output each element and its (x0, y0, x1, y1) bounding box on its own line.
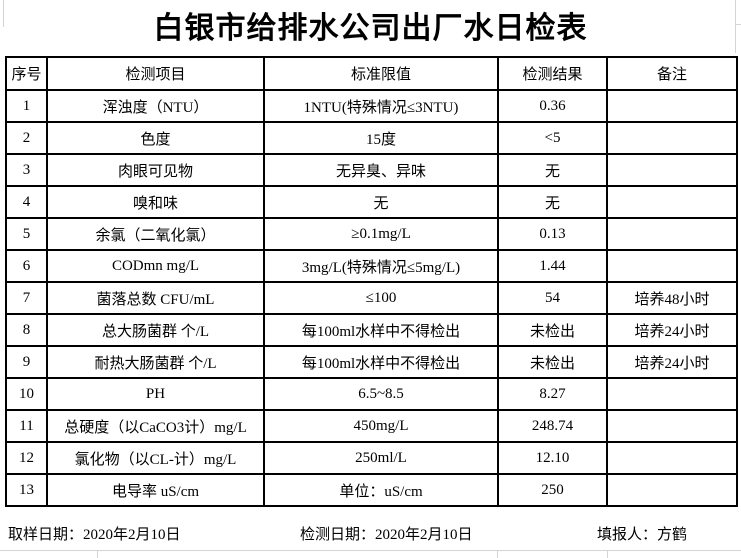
header-note: 备注 (606, 56, 738, 91)
cell-limit: 无 (263, 185, 499, 219)
cell-note: 培养24小时 (606, 313, 738, 347)
cell-limit: ≥0.1mg/L (263, 217, 499, 251)
cell-seq: 8 (5, 313, 48, 347)
gridline-artifact (497, 551, 498, 558)
page-title: 白银市给排水公司出厂水日检表 (153, 12, 588, 45)
gridline-artifact (607, 551, 608, 558)
cell-seq: 10 (5, 377, 48, 411)
footer: 取样日期：2020年2月10日 检测日期：2020年2月10日 填报人：方鹤 (0, 520, 741, 550)
table-row: 12 氯化物（以CL-计）mg/L 250ml/L 12.10 (5, 441, 738, 475)
cell-note (606, 249, 738, 283)
cell-result: 12.10 (497, 441, 608, 475)
table-row: 7 菌落总数 CFU/mL ≤100 54 培养48小时 (5, 281, 738, 315)
cell-limit: 单位：uS/cm (263, 473, 499, 507)
cell-item: PH (46, 377, 265, 411)
cell-result: 0.36 (497, 89, 608, 123)
cell-note (606, 409, 738, 443)
cell-limit: 15度 (263, 121, 499, 155)
table-row: 8 总大肠菌群 个/L 每100ml水样中不得检出 未检出 培养24小时 (5, 313, 738, 347)
cell-result: 无 (497, 153, 608, 187)
inspection-table-body: 1 浑浊度（NTU） 1NTU(特殊情况≤3NTU) 0.36 2 色度 15度… (5, 89, 738, 507)
cell-item: 嗅和味 (46, 185, 265, 219)
cell-item: 耐热大肠菌群 个/L (46, 345, 265, 379)
cell-seq: 9 (5, 345, 48, 379)
cell-seq: 6 (5, 249, 48, 283)
sampling-date: 取样日期：2020年2月10日 (8, 527, 181, 543)
cell-result: 未检出 (497, 313, 608, 347)
cell-note (606, 217, 738, 251)
cell-item: 总硬度（以CaCO3计）mg/L (46, 409, 265, 443)
cell-seq: 7 (5, 281, 48, 315)
gridline-artifact (735, 0, 736, 53)
cell-limit: 3mg/L(特殊情况≤5mg/L) (263, 249, 499, 283)
cell-item: 浑浊度（NTU） (46, 89, 265, 123)
cell-seq: 5 (5, 217, 48, 251)
header-item: 检测项目 (46, 56, 265, 91)
reporter: 填报人：方鹤 (597, 527, 688, 543)
gridline-artifact (0, 550, 741, 551)
cell-result: <5 (497, 121, 608, 155)
gridline-artifact (3, 0, 4, 27)
table-row: 9 耐热大肠菌群 个/L 每100ml水样中不得检出 未检出 培养24小时 (5, 345, 738, 379)
table-row: 4 嗅和味 无 无 (5, 185, 738, 219)
table-row: 5 余氯（二氧化氯） ≥0.1mg/L 0.13 (5, 217, 738, 251)
table-row: 2 色度 15度 <5 (5, 121, 738, 155)
cell-item: 氯化物（以CL-计）mg/L (46, 441, 265, 475)
header-limit: 标准限值 (263, 56, 499, 91)
table-row: 13 电导率 uS/cm 单位：uS/cm 250 (5, 473, 738, 507)
cell-result: 250 (497, 473, 608, 507)
cell-limit: 每100ml水样中不得检出 (263, 345, 499, 379)
cell-note: 培养48小时 (606, 281, 738, 315)
cell-seq: 11 (5, 409, 48, 443)
cell-item: 电导率 uS/cm (46, 473, 265, 507)
cell-note (606, 121, 738, 155)
table-header-row: 序号 检测项目 标准限值 检测结果 备注 (5, 56, 738, 91)
cell-item: 色度 (46, 121, 265, 155)
cell-seq: 4 (5, 185, 48, 219)
header-result: 检测结果 (497, 56, 608, 91)
table-row: 11 总硬度（以CaCO3计）mg/L 450mg/L 248.74 (5, 409, 738, 443)
cell-item: 菌落总数 CFU/mL (46, 281, 265, 315)
cell-limit: 450mg/L (263, 409, 499, 443)
cell-seq: 13 (5, 473, 48, 507)
cell-note (606, 473, 738, 507)
table-row: 10 PH 6.5~8.5 8.27 (5, 377, 738, 411)
inspection-table: 序号 检测项目 标准限值 检测结果 备注 1 浑浊度（NTU） 1NTU(特殊情… (5, 56, 738, 507)
cell-note (606, 153, 738, 187)
cell-limit: ≤100 (263, 281, 499, 315)
cell-result: 54 (497, 281, 608, 315)
table-row: 6 CODmn mg/L 3mg/L(特殊情况≤5mg/L) 1.44 (5, 249, 738, 283)
cell-item: 肉眼可见物 (46, 153, 265, 187)
gridline-artifact (97, 551, 98, 558)
cell-limit: 无异臭、异味 (263, 153, 499, 187)
cell-note (606, 185, 738, 219)
cell-note (606, 441, 738, 475)
table-row: 1 浑浊度（NTU） 1NTU(特殊情况≤3NTU) 0.36 (5, 89, 738, 123)
test-date: 检测日期：2020年2月10日 (300, 527, 473, 543)
cell-note (606, 377, 738, 411)
cell-result: 248.74 (497, 409, 608, 443)
cell-seq: 3 (5, 153, 48, 187)
cell-result: 0.13 (497, 217, 608, 251)
cell-item: CODmn mg/L (46, 249, 265, 283)
cell-limit: 1NTU(特殊情况≤3NTU) (263, 89, 499, 123)
gridline-artifact (735, 24, 741, 25)
cell-note: 培养24小时 (606, 345, 738, 379)
cell-item: 余氯（二氧化氯） (46, 217, 265, 251)
table-row: 3 肉眼可见物 无异臭、异味 无 (5, 153, 738, 187)
cell-seq: 1 (5, 89, 48, 123)
cell-result: 无 (497, 185, 608, 219)
cell-limit: 250ml/L (263, 441, 499, 475)
cell-seq: 12 (5, 441, 48, 475)
cell-limit: 每100ml水样中不得检出 (263, 313, 499, 347)
cell-result: 8.27 (497, 377, 608, 411)
cell-item: 总大肠菌群 个/L (46, 313, 265, 347)
cell-result: 1.44 (497, 249, 608, 283)
header-seq: 序号 (5, 56, 48, 91)
cell-note (606, 89, 738, 123)
cell-result: 未检出 (497, 345, 608, 379)
cell-seq: 2 (5, 121, 48, 155)
cell-limit: 6.5~8.5 (263, 377, 499, 411)
